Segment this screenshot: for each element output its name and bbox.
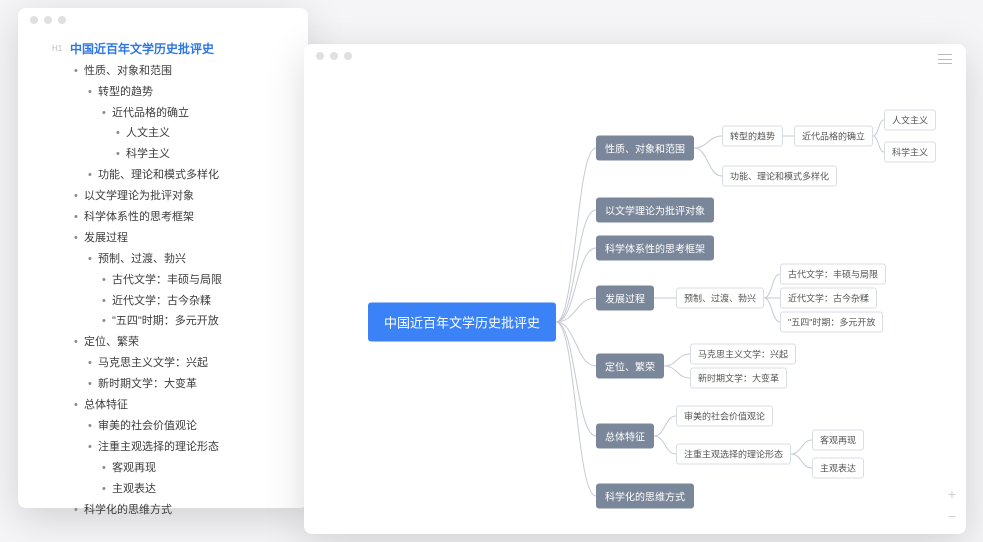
outline-item[interactable]: 客观再现 [112,458,290,479]
mindmap-leaf-node[interactable]: 马克思主义文学：兴起 [690,344,796,365]
outline-window: H1 中国近百年文学历史批评史 性质、对象和范围转型的趋势近代品格的确立人文主义… [18,8,308,508]
mindmap-leaf-node[interactable]: 注重主观选择的理论形态 [676,444,791,465]
mindmap-branch-node[interactable]: 以文学理论为批评对象 [596,198,714,223]
mindmap-root-node[interactable]: 中国近百年文学历史批评史 [368,303,556,342]
outline-item[interactable]: 总体特征审美的社会价值观论注重主观选择的理论形态客观再现主观表达 [84,395,290,499]
mindmap-branch-node[interactable]: 性质、对象和范围 [596,136,694,161]
outline-item[interactable]: 科学体系性的思考框架 [84,207,290,228]
traffic-light-dot[interactable] [330,52,338,60]
mindmap-leaf-node[interactable]: "五四"时期：多元开放 [780,312,883,333]
outline-item[interactable]: 近代品格的确立人文主义科学主义 [112,103,290,166]
outline-item[interactable]: 审美的社会价值观论 [98,416,290,437]
outline-item[interactable]: 性质、对象和范围转型的趋势近代品格的确立人文主义科学主义功能、理论和模式多样化 [84,61,290,186]
outline-title[interactable]: 中国近百年文学历史批评史 [70,38,290,61]
traffic-light-dot[interactable] [58,16,66,24]
traffic-light-dot[interactable] [344,52,352,60]
outline-item[interactable]: 科学化的思维方式 [84,500,290,521]
mindmap-titlebar [304,44,966,68]
mindmap-leaf-node[interactable]: 预制、过渡、勃兴 [676,288,764,309]
outline-item[interactable]: "五四"时期：多元开放 [112,311,290,332]
outline-item[interactable]: 注重主观选择的理论形态客观再现主观表达 [98,437,290,500]
traffic-light-dot[interactable] [316,52,324,60]
traffic-light-dot[interactable] [30,16,38,24]
outline-item[interactable]: 功能、理论和模式多样化 [98,165,290,186]
outline-item[interactable]: 近代文学：古今杂糅 [112,291,290,312]
mindmap-leaf-node[interactable]: 转型的趋势 [722,126,783,147]
mindmap-leaf-node[interactable]: 功能、理论和模式多样化 [722,166,837,187]
mindmap-leaf-node[interactable]: 新时期文学：大变革 [690,368,787,389]
outline-titlebar [18,8,308,32]
mindmap-canvas[interactable]: 中国近百年文学历史批评史 性质、对象和范围 转型的趋势近代品格的确立人文主义科学主义… [304,68,966,534]
outline-body: H1 中国近百年文学历史批评史 性质、对象和范围转型的趋势近代品格的确立人文主义… [18,32,308,530]
heading-level-badge: H1 [52,41,62,56]
mindmap-leaf-node[interactable]: 客观再现 [812,430,864,451]
mindmap-branch-node[interactable]: 定位、繁荣 [596,354,664,379]
outline-item[interactable]: 人文主义 [126,123,290,144]
mindmap-leaf-node[interactable]: 古代文学：丰硕与局限 [780,264,886,285]
mindmap-leaf-node[interactable]: 科学主义 [884,142,936,163]
outline-item[interactable]: 转型的趋势近代品格的确立人文主义科学主义 [98,82,290,166]
outline-item[interactable]: 马克思主义文学：兴起 [98,353,290,374]
outline-tree: 性质、对象和范围转型的趋势近代品格的确立人文主义科学主义功能、理论和模式多样化以… [70,61,290,521]
zoom-in-button[interactable]: + [948,486,956,502]
zoom-controls: + − [948,486,956,524]
outline-item[interactable]: 主观表达 [112,479,290,500]
outline-item[interactable]: 古代文学：丰硕与局限 [112,270,290,291]
mindmap-leaf-node[interactable]: 审美的社会价值观论 [676,406,773,427]
outline-item[interactable]: 预制、过渡、勃兴古代文学：丰硕与局限近代文学：古今杂糅"五四"时期：多元开放 [98,249,290,333]
outline-item[interactable]: 发展过程预制、过渡、勃兴古代文学：丰硕与局限近代文学：古今杂糅"五四"时期：多元… [84,228,290,332]
mindmap-branch-node[interactable]: 发展过程 [596,286,654,311]
mindmap-leaf-node[interactable]: 人文主义 [884,110,936,131]
traffic-light-dot[interactable] [44,16,52,24]
hamburger-icon[interactable] [938,54,952,64]
outline-item[interactable]: 新时期文学：大变革 [98,374,290,395]
mindmap-leaf-node[interactable]: 主观表达 [812,458,864,479]
zoom-out-button[interactable]: − [948,508,956,524]
outline-item[interactable]: 科学主义 [126,144,290,165]
mindmap-window: 中国近百年文学历史批评史 性质、对象和范围 转型的趋势近代品格的确立人文主义科学主义… [304,44,966,534]
mindmap-branch-node[interactable]: 总体特征 [596,424,654,449]
mindmap-branch-node[interactable]: 科学体系性的思考框架 [596,236,714,261]
mindmap-branch-node[interactable]: 科学化的思维方式 [596,484,694,509]
mindmap-leaf-node[interactable]: 近代品格的确立 [794,126,873,147]
mindmap-leaf-node[interactable]: 近代文学：古今杂糅 [780,288,877,309]
outline-item[interactable]: 以文学理论为批评对象 [84,186,290,207]
outline-item[interactable]: 定位、繁荣马克思主义文学：兴起新时期文学：大变革 [84,332,290,395]
